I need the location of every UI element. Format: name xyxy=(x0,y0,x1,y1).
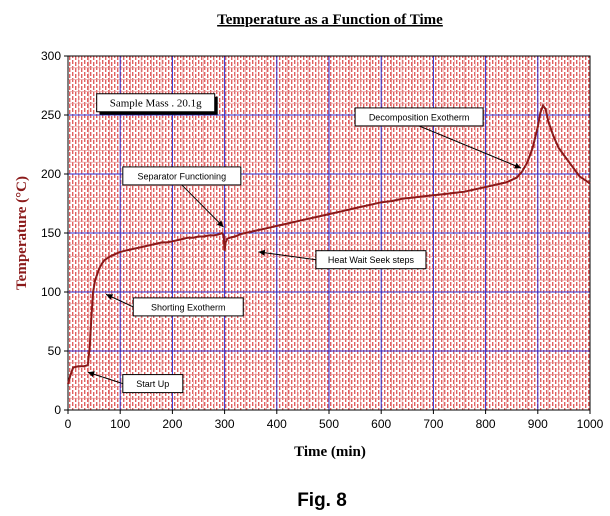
x-tick-label: 100 xyxy=(110,417,130,431)
callout-arrowhead xyxy=(258,249,266,256)
callout-arrowhead xyxy=(87,371,95,378)
x-tick-label: 400 xyxy=(267,417,287,431)
series-line-temperature xyxy=(67,103,591,385)
x-tick-label: 700 xyxy=(423,417,443,431)
callout-text: Start Up xyxy=(136,379,169,389)
callout-arrow xyxy=(418,125,522,169)
x-tick-label: 0 xyxy=(65,417,72,431)
callout-box xyxy=(96,93,216,113)
plot-frame xyxy=(67,55,591,411)
callouts: Sample Mass . 20.1g Decomposition Exother… xyxy=(87,93,522,394)
callout-arrowhead xyxy=(106,294,114,300)
callout-text: Shorting Exotherm xyxy=(151,302,226,312)
callout-text: Heat Wait Seek steps xyxy=(328,255,415,265)
callout-text: Decomposition Exotherm xyxy=(369,112,470,122)
callout-arrow xyxy=(181,184,224,228)
callout-arrow xyxy=(258,251,317,261)
callout-4: Shorting Exotherm xyxy=(105,293,244,317)
callout-arrowhead xyxy=(514,162,522,169)
figure-label: Fig. 8 xyxy=(297,490,347,511)
callout-0: Sample Mass . 20.1g xyxy=(96,93,218,115)
x-tick-label: 300 xyxy=(215,417,235,431)
x-tick-label: 900 xyxy=(528,417,548,431)
y-tick-label: 50 xyxy=(48,344,62,358)
callout-1: Decomposition Exotherm xyxy=(354,107,522,169)
x-tick-label: 1000 xyxy=(577,417,604,431)
x-tick-label: 800 xyxy=(476,417,496,431)
chart-title: Temperature as a Function of Time xyxy=(217,12,443,28)
y-tick-label: 0 xyxy=(54,403,61,417)
y-tick-label: 100 xyxy=(41,285,61,299)
y-tick-label: 150 xyxy=(41,226,61,240)
y-tick-label: 250 xyxy=(41,108,61,122)
callout-5: Start Up xyxy=(87,371,184,394)
callout-3: Heat Wait Seek steps xyxy=(258,249,427,270)
y-tick-label: 300 xyxy=(41,49,61,63)
axis-ticks: 0 100 200 300 400 500 600 700 800 900 1000 0 50 100 15… xyxy=(41,49,604,431)
callout-text: Separator Functioning xyxy=(138,171,227,181)
x-tick-label: 500 xyxy=(319,417,339,431)
callout-2: Separator Functioning xyxy=(122,166,242,228)
y-axis-label: Temperature (°C) xyxy=(14,176,30,290)
callout-text: Sample Mass . 20.1g xyxy=(110,97,202,109)
callout-arrowhead xyxy=(216,220,224,228)
y-tick-label: 200 xyxy=(41,167,61,181)
x-axis-label: Time (min) xyxy=(294,444,366,460)
x-tick-label: 200 xyxy=(162,417,182,431)
x-tick-label: 600 xyxy=(371,417,391,431)
